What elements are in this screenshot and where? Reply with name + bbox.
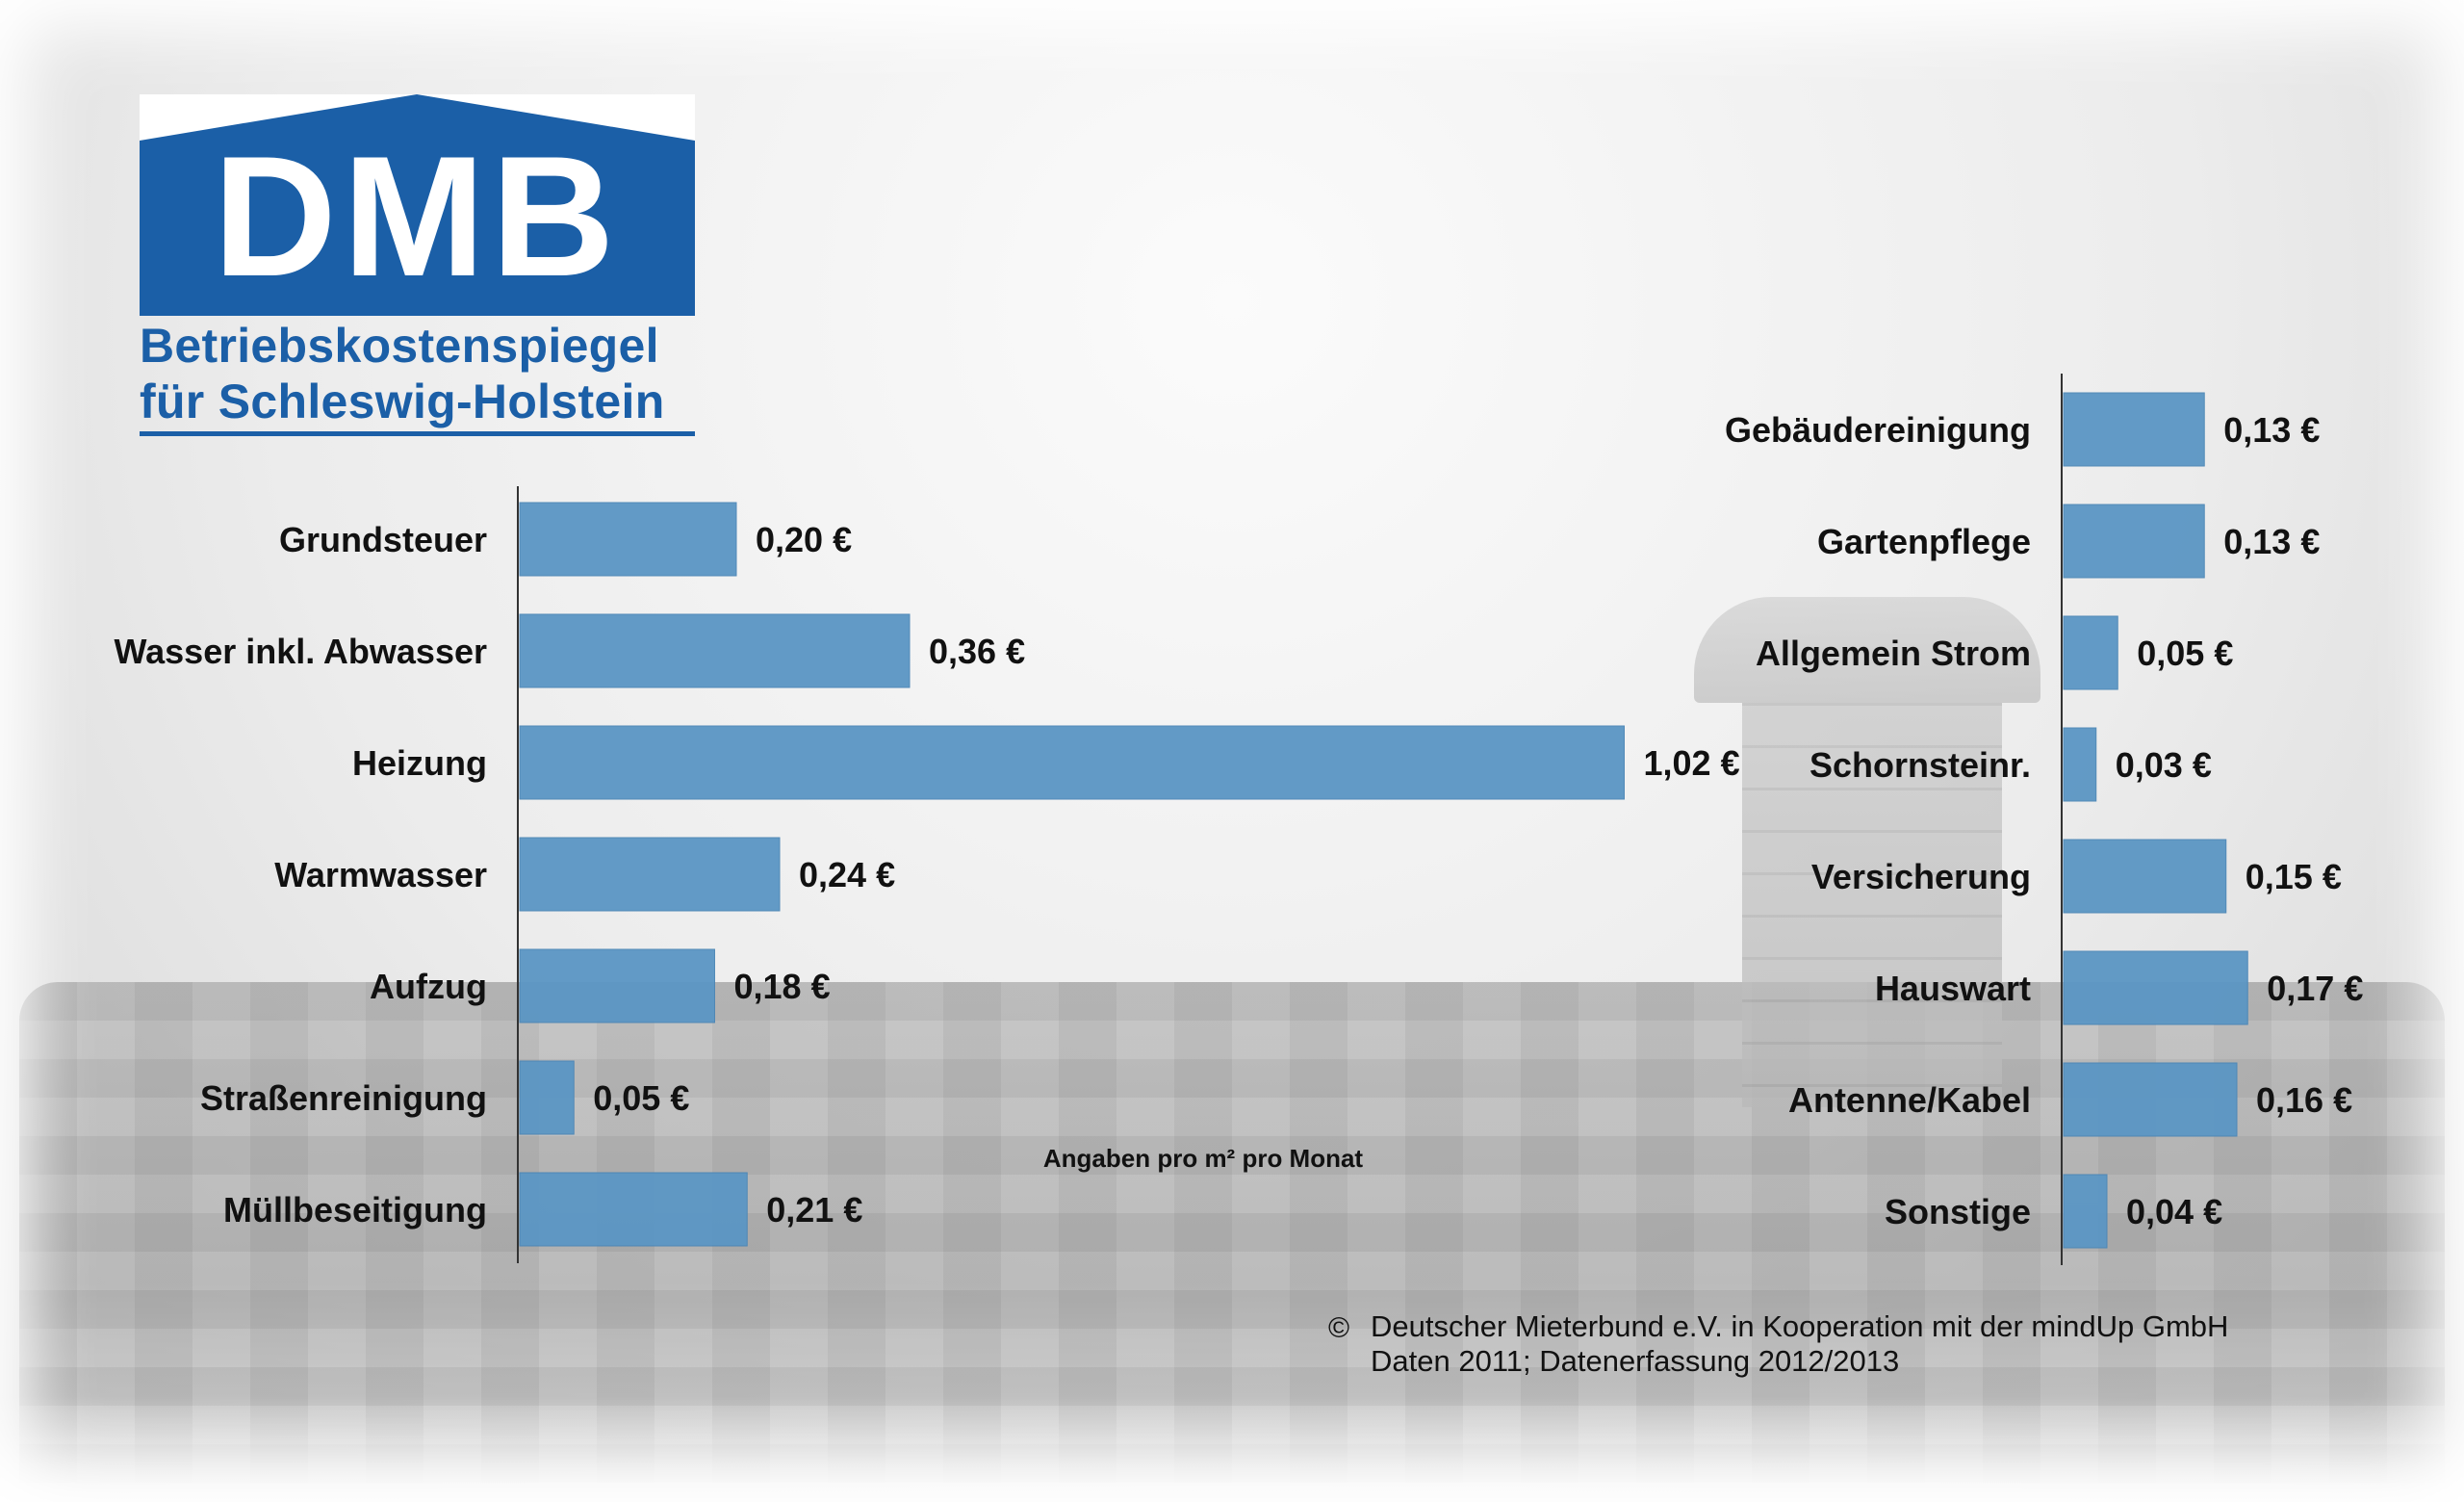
chimney-background	[1742, 703, 2002, 1107]
value-label-0-6: 0,21 €	[766, 1190, 862, 1230]
category-label-1-5: Hauswart	[1875, 969, 2031, 1008]
bar-0-4	[519, 948, 715, 1023]
value-label-1-0: 0,13 €	[2223, 410, 2320, 450]
logo-emblem: DMB	[140, 94, 695, 316]
logo-subtitle: Betriebskostenspiegel für Schleswig-Hols…	[140, 318, 695, 429]
bar-0-0	[519, 502, 737, 577]
left-bar-chart: Grundsteuer 0,20 € Wasser inkl. Abwasser 0,…	[114, 486, 1740, 1263]
unit-note: Angaben pro m² pro Monat	[1043, 1144, 1364, 1173]
bar-0-1	[519, 613, 911, 688]
value-label-0-4: 0,18 €	[734, 967, 831, 1006]
bottom-fade	[0, 1396, 2464, 1502]
bar-1-6	[2063, 1062, 2238, 1137]
dmb-logo: DMB Betriebskostenspiegel für Schleswig-…	[140, 94, 695, 439]
value-label-1-4: 0,15 €	[2246, 857, 2342, 896]
value-label-0-0: 0,20 €	[756, 520, 852, 559]
value-label-1-6: 0,16 €	[2256, 1080, 2352, 1120]
category-label-1-6: Antenne/Kabel	[1788, 1080, 2031, 1120]
logo-house-shape: DMB	[140, 94, 695, 316]
chimney-cap-background	[1694, 597, 2040, 703]
bar-1-5	[2063, 950, 2248, 1025]
value-label-0-2: 1,02 €	[1644, 743, 1740, 783]
bar-1-1	[2063, 504, 2205, 579]
logo-wordmark: DMB	[213, 120, 620, 312]
bar-1-4	[2063, 839, 2227, 914]
category-label-0-4: Aufzug	[370, 967, 487, 1006]
bar-1-3	[2063, 727, 2097, 802]
footer-line2: Daten 2011; Datenerfassung 2012/2013	[1371, 1344, 1900, 1378]
copyright-icon: ©	[1328, 1312, 1350, 1344]
bar-0-2	[519, 725, 1625, 800]
category-label-0-0: Grundsteuer	[279, 520, 487, 559]
category-label-0-3: Warmwasser	[274, 855, 487, 894]
value-label-1-3: 0,03 €	[2116, 745, 2212, 785]
category-label-1-0: Gebäudereinigung	[1725, 410, 2031, 450]
footer-line1: Deutscher Mieterbund e.V. in Kooperation…	[1371, 1309, 2229, 1343]
logo-underline	[140, 431, 695, 436]
bar-1-7	[2063, 1174, 2108, 1249]
value-label-0-5: 0,05 €	[593, 1078, 689, 1118]
value-label-1-1: 0,13 €	[2223, 522, 2320, 561]
value-label-0-3: 0,24 €	[799, 855, 895, 894]
bar-1-0	[2063, 392, 2205, 467]
category-label-1-4: Versicherung	[1811, 857, 2031, 896]
category-label-1-2: Allgemein Strom	[1756, 634, 2031, 673]
logo-subtitle-line1: Betriebskostenspiegel	[140, 319, 659, 373]
value-label-0-1: 0,36 €	[929, 632, 1025, 671]
bar-1-2	[2063, 615, 2118, 690]
value-label-1-5: 0,17 €	[2267, 969, 2363, 1008]
bar-0-6	[519, 1172, 748, 1247]
bar-0-3	[519, 837, 781, 912]
category-label-0-5: Straßenreinigung	[200, 1078, 487, 1118]
category-label-0-1: Wasser inkl. Abwasser	[114, 632, 487, 671]
category-label-0-2: Heizung	[352, 743, 487, 783]
category-label-1-3: Schornsteinr.	[1810, 745, 2031, 785]
category-label-0-6: Müllbeseitigung	[223, 1190, 487, 1230]
bar-0-5	[519, 1060, 575, 1135]
category-label-1-1: Gartenpflege	[1817, 522, 2031, 561]
value-label-1-2: 0,05 €	[2137, 634, 2233, 673]
value-label-1-7: 0,04 €	[2126, 1192, 2222, 1231]
right-bar-chart: Gebäudereinigung 0,13 € Gartenpflege 0,13 €…	[1725, 374, 2363, 1265]
category-label-1-7: Sonstige	[1885, 1192, 2031, 1231]
logo-subtitle-line2: für Schleswig-Holstein	[140, 375, 665, 428]
